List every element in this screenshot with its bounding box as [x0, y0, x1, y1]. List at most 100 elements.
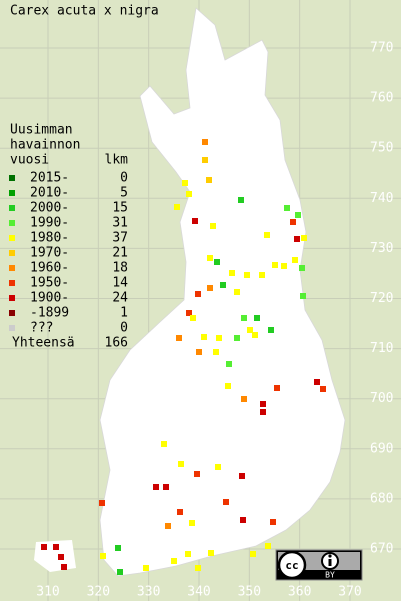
observation	[202, 157, 208, 163]
total: 166	[105, 336, 128, 351]
legend-heading: havainnon	[10, 138, 80, 153]
observation	[301, 235, 307, 241]
observation	[290, 219, 296, 225]
observation	[259, 272, 265, 278]
observation	[153, 484, 159, 490]
observation	[220, 282, 226, 288]
observation	[186, 310, 192, 316]
legend-label: 1990-	[30, 216, 69, 231]
observation	[163, 484, 169, 490]
legend-label: 2000-	[30, 201, 69, 216]
observation	[189, 520, 195, 526]
legend-count: 15	[112, 201, 128, 216]
observation	[115, 545, 121, 551]
observation	[247, 327, 253, 333]
observation	[252, 332, 258, 338]
observation	[225, 383, 231, 389]
observation	[295, 212, 301, 218]
x-tick-label: 320	[87, 585, 110, 600]
observation	[177, 509, 183, 515]
legend-heading: vuosi	[10, 153, 49, 168]
observation	[185, 551, 191, 557]
legend-swatch	[9, 295, 15, 301]
legend-count: 0	[120, 171, 128, 186]
observation	[260, 409, 266, 415]
license-badge: cc BY	[275, 549, 363, 581]
observation	[213, 349, 219, 355]
observation	[265, 543, 271, 549]
observation	[272, 262, 278, 268]
legend-count: 31	[112, 216, 128, 231]
observation	[239, 473, 245, 479]
observation	[195, 291, 201, 297]
observation	[281, 263, 287, 269]
observation	[171, 558, 177, 564]
total-label: Yhteensä	[12, 336, 75, 351]
x-tick-label: 330	[137, 585, 160, 600]
observation	[176, 335, 182, 341]
observation	[100, 553, 106, 559]
observation	[174, 204, 180, 210]
observation	[202, 139, 208, 145]
observation	[223, 499, 229, 505]
legend-swatch	[9, 250, 15, 256]
observation	[208, 550, 214, 556]
legend-count: 24	[112, 291, 128, 306]
observation	[165, 523, 171, 529]
observation	[206, 177, 212, 183]
observation	[320, 386, 326, 392]
legend-label: 1970-	[30, 246, 69, 261]
legend-count: 1	[120, 306, 128, 321]
x-tick-label: 340	[187, 585, 210, 600]
y-tick-label: 770	[370, 41, 393, 56]
legend-swatch	[9, 175, 15, 181]
observation	[264, 232, 270, 238]
observation	[268, 327, 274, 333]
y-tick-label: 750	[370, 141, 393, 156]
observation	[284, 205, 290, 211]
y-tick-label: 690	[370, 441, 393, 456]
y-tick-label: 720	[370, 291, 393, 306]
legend-heading: Uusimman	[10, 123, 73, 138]
finland	[99, 7, 346, 577]
legend-count: 5	[120, 186, 128, 201]
observation	[214, 259, 220, 265]
observation	[207, 255, 213, 261]
observation	[244, 272, 250, 278]
legend-count-heading: lkm	[105, 153, 129, 168]
legend-count: 14	[112, 276, 128, 291]
observation	[161, 441, 167, 447]
legend-swatch	[9, 235, 15, 241]
title: Carex acuta x nigra	[10, 4, 159, 19]
license-text: BY	[325, 571, 335, 580]
y-tick-label: 700	[370, 391, 393, 406]
observation	[207, 285, 213, 291]
legend-count: 21	[112, 246, 128, 261]
observation	[210, 223, 216, 229]
x-tick-label: 360	[288, 585, 311, 600]
observation	[270, 519, 276, 525]
observation	[241, 315, 247, 321]
observation	[250, 551, 256, 557]
observation	[292, 257, 298, 263]
observation	[215, 464, 221, 470]
y-tick-label: 760	[370, 91, 393, 106]
legend-label: ???	[30, 321, 53, 336]
legend-count: 18	[112, 261, 128, 276]
cc-icon: cc	[285, 559, 298, 572]
legend-swatch	[9, 190, 15, 196]
x-tick-label: 350	[238, 585, 261, 600]
observation	[294, 236, 300, 242]
observation	[178, 461, 184, 467]
legend-count: 0	[120, 321, 128, 336]
observation	[229, 270, 235, 276]
observation	[299, 265, 305, 271]
observation	[58, 554, 64, 560]
observation	[53, 544, 59, 550]
observation	[41, 544, 47, 550]
legend-label: 2015-	[30, 171, 69, 186]
y-tick-label: 710	[370, 341, 393, 356]
observation	[61, 564, 67, 570]
observation	[240, 517, 246, 523]
